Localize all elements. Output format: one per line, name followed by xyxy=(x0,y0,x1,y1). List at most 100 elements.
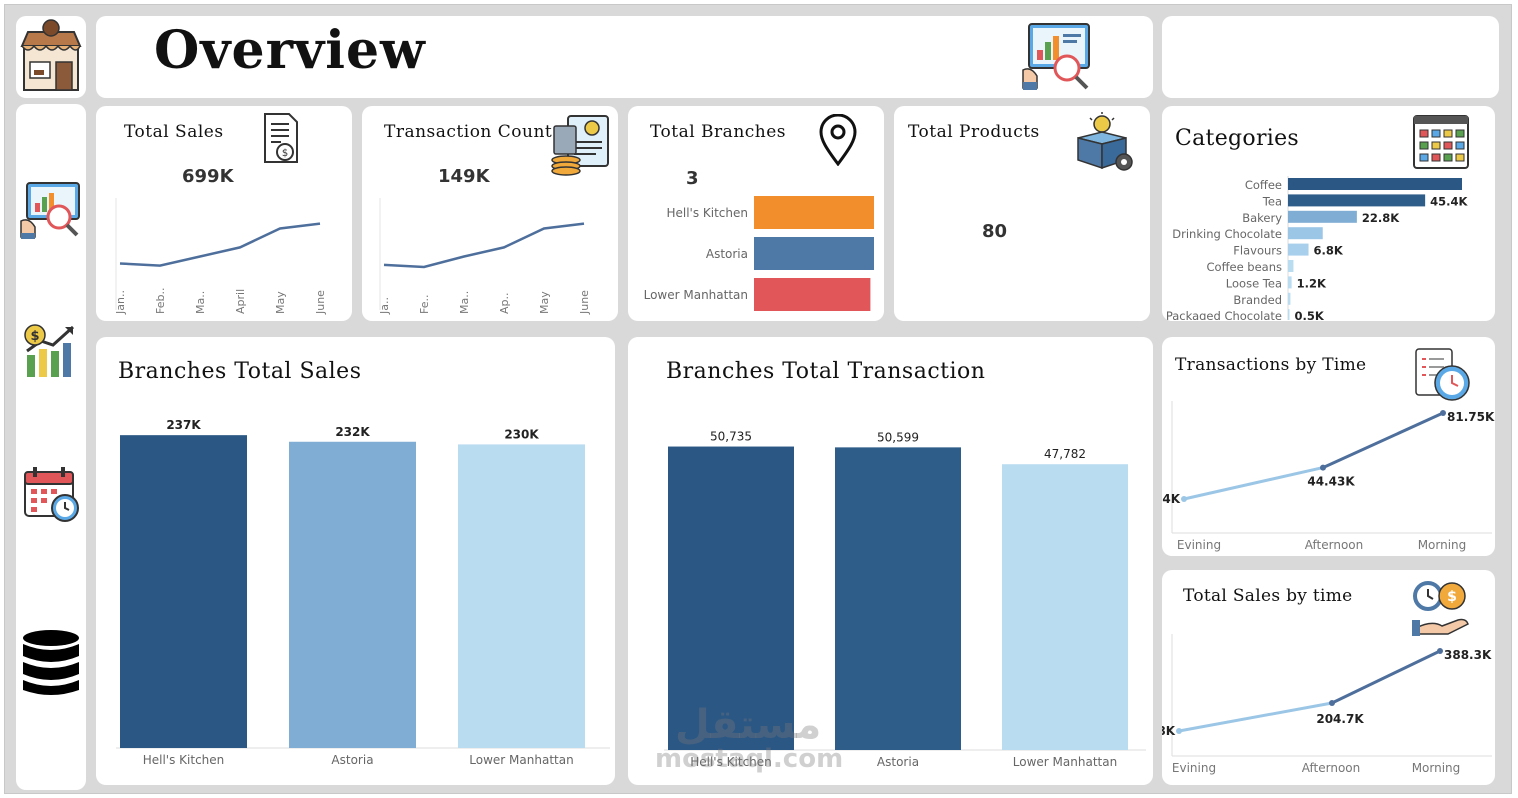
page-title: Overview xyxy=(154,20,426,81)
total-branches-card: Total Branches 3 Hell's Kitchen Astoria Lo… xyxy=(628,106,884,321)
calculator-coins-icon xyxy=(551,115,609,176)
kpi-value: 699K xyxy=(182,166,234,187)
month-label: Ma.. xyxy=(194,291,207,314)
branch-label: Astoria xyxy=(706,247,748,261)
branch-bar xyxy=(754,237,874,270)
month-label: Ma.. xyxy=(458,291,471,314)
trend-line xyxy=(119,222,321,267)
month-label: Ap.. xyxy=(498,292,511,314)
watermark-latin: mostaql.com xyxy=(655,744,844,774)
x-axis-label: Evining xyxy=(1172,761,1216,775)
bar xyxy=(835,447,961,750)
line-point xyxy=(1320,464,1326,471)
month-label: May xyxy=(274,291,287,314)
category-bar xyxy=(1288,260,1294,272)
branch-bar xyxy=(754,278,871,311)
bar-category-label: Hell's Kitchen xyxy=(690,755,772,769)
overview-nav-icon[interactable] xyxy=(16,174,86,244)
category-label: Coffee xyxy=(1245,178,1282,192)
trend-line xyxy=(1178,701,1333,733)
bar-category-label: Lower Manhattan xyxy=(469,753,573,767)
category-label: Branded xyxy=(1233,293,1282,307)
calendar-nav-icon[interactable] xyxy=(16,459,86,529)
branch-label: Lower Manhattan xyxy=(644,288,748,302)
sales-nav-icon[interactable]: $ xyxy=(16,316,86,386)
trend-line xyxy=(1183,466,1324,501)
category-bar xyxy=(1288,292,1291,305)
category-value-label: 22.8K xyxy=(1362,211,1400,225)
x-axis-label: Afternoon xyxy=(1302,761,1361,775)
kpi-value: 149K xyxy=(438,166,490,187)
point-value-label: 44.43K xyxy=(1307,475,1355,489)
svg-text:$: $ xyxy=(1447,589,1457,605)
month-label: April xyxy=(234,289,247,314)
bar-value-label: 50,735 xyxy=(710,430,752,444)
bar xyxy=(458,444,585,748)
category-bar xyxy=(1288,227,1323,240)
transactions-by-time-card: Transactions by Time 22.94K 44.43K 81.75K E… xyxy=(1162,337,1495,556)
category-bar xyxy=(1288,210,1357,223)
chart-title: Transactions by Time xyxy=(1175,355,1367,375)
analytics-icon xyxy=(1022,23,1090,90)
total-sales-card: Total Sales 699K $ Jan.. Feb.. Ma.. April Ma… xyxy=(96,106,352,321)
coffee-shop-icon xyxy=(20,19,82,91)
bar-category-label: Hell's Kitchen xyxy=(143,753,225,767)
point-value-label: 388.3K xyxy=(1444,648,1492,662)
kpi-title: Total Sales xyxy=(124,122,224,142)
kpi-title: Total Branches xyxy=(650,122,787,142)
branch-bar xyxy=(754,196,874,229)
x-axis-label: Evining xyxy=(1177,538,1221,552)
branches-bar-chart: Hell's Kitchen Astoria Lower Manhattan xyxy=(644,196,874,311)
svg-text:$: $ xyxy=(30,329,39,344)
category-label: Packaged Chocolate xyxy=(1166,309,1282,320)
branches-transaction-chart: 50,735 Hell's Kitchen 50,599 Astoria 47,782 L… xyxy=(664,430,1146,769)
categories-bar-chart: Coffee Tea 45.4K Bakery 22.8K Drinking Chocol… xyxy=(1166,176,1469,320)
branches-sales-chart: 237K Hell's Kitchen 232K Astoria 230K Lower M… xyxy=(116,418,610,767)
clipboard-clock-icon xyxy=(1415,348,1470,401)
bar xyxy=(289,441,416,748)
invoice-icon: $ xyxy=(264,113,298,163)
location-pin-icon xyxy=(819,114,857,166)
category-value-label: 0.5K xyxy=(1295,309,1325,320)
dashboard-frame: $ xyxy=(4,4,1512,794)
chart-title: Branches Total Transaction xyxy=(666,359,986,384)
point-value-label: 81.75K xyxy=(1447,410,1495,424)
categories-icon xyxy=(1413,115,1469,169)
bar-category-label: Astoria xyxy=(877,755,919,769)
bar-value-label: 232K xyxy=(335,425,370,439)
line-point xyxy=(1329,699,1335,706)
database-nav-icon[interactable] xyxy=(16,628,86,698)
trend-line xyxy=(1322,411,1444,469)
watermark-arabic: مستقل xyxy=(675,702,822,748)
month-label: Fe.. xyxy=(418,295,431,315)
branches-total-sales-card: Branches Total Sales 237K Hell's Kitchen 2… xyxy=(96,337,615,785)
bar-category-label: Lower Manhattan xyxy=(1013,755,1117,769)
category-bar xyxy=(1288,276,1292,289)
category-value-label: 1.2K xyxy=(1297,276,1327,290)
category-bar xyxy=(1288,243,1309,256)
category-value-label: 6.8K xyxy=(1314,244,1344,258)
bar-value-label: 47,782 xyxy=(1044,447,1086,461)
kpi-value: 3 xyxy=(686,168,699,189)
transactions-time-line-chart: 22.94K 44.43K 81.75K Evining Afternoon Mornin… xyxy=(1162,401,1495,552)
category-label: Loose Tea xyxy=(1226,276,1282,290)
category-label: Bakery xyxy=(1242,211,1282,225)
month-label: June xyxy=(314,290,327,315)
transaction-count-card: Transaction Count 149K Ja.. Fe.. Ma.. Ap.. M… xyxy=(362,106,618,321)
branches-total-transaction-card: Branches Total Transaction 50,735 Hell's … xyxy=(628,337,1153,785)
side-nav: $ xyxy=(16,104,86,790)
category-bar xyxy=(1288,309,1290,320)
header-card: Overview xyxy=(96,16,1153,98)
x-axis-label: Afternoon xyxy=(1305,538,1364,552)
x-axis-label: Morning xyxy=(1418,538,1467,552)
category-label: Drinking Chocolate xyxy=(1172,227,1282,241)
point-value-label: 22.94K xyxy=(1162,492,1181,506)
kpi-value: 80 xyxy=(982,221,1008,242)
bar-value-label: 230K xyxy=(504,427,539,441)
trend-line xyxy=(1331,649,1441,705)
svg-text:$: $ xyxy=(282,148,288,159)
month-label: Jan.. xyxy=(114,290,127,315)
category-label: Coffee beans xyxy=(1207,260,1283,274)
kpi-title: Total Products xyxy=(908,122,1040,142)
filter-card xyxy=(1162,16,1499,98)
